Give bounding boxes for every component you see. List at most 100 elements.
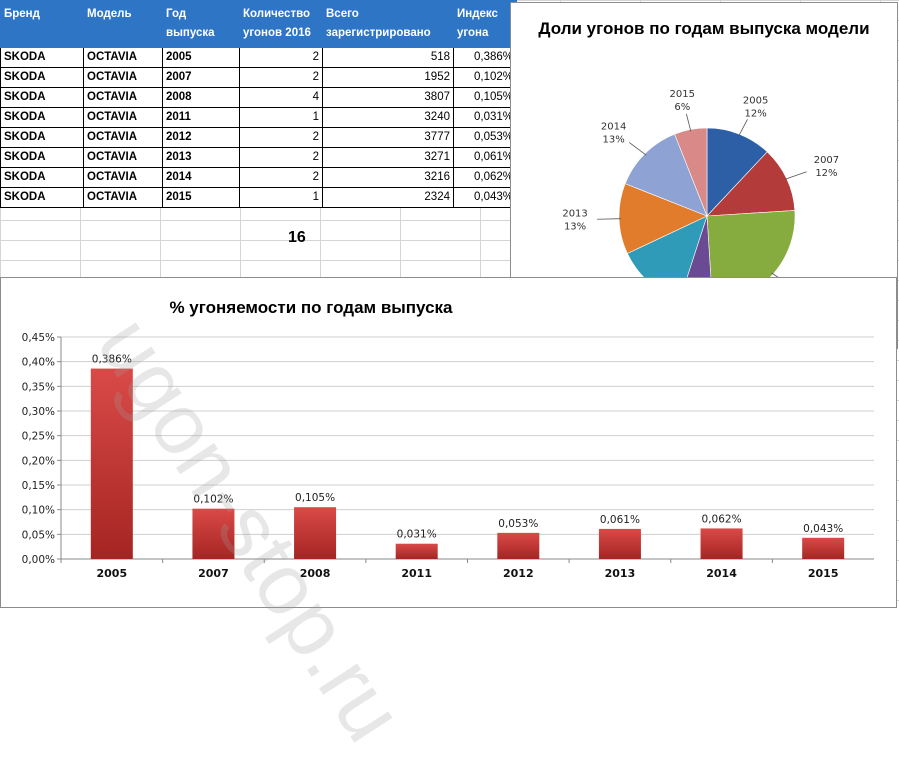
cell-model[interactable]: OCTAVIA: [83, 187, 163, 208]
cell-registered[interactable]: 1952: [322, 67, 454, 88]
pie-leader-line: [597, 218, 622, 220]
cell-index[interactable]: 0,102%: [453, 67, 517, 88]
cell-index[interactable]: 0,062%: [453, 167, 517, 188]
cell-registered[interactable]: 3216: [322, 167, 454, 188]
y-tick-label: 0,25%: [22, 431, 55, 443]
bar-2011[interactable]: [395, 543, 438, 559]
bar-data-label: 0,061%: [600, 514, 640, 526]
cell-index[interactable]: 0,105%: [453, 87, 517, 108]
bar-chart[interactable]: % угоняемости по годам выпуска 0,00% 0,05…: [0, 277, 897, 608]
cell-registered[interactable]: 2324: [322, 187, 454, 208]
y-tick-label: 0,45%: [22, 332, 55, 344]
header-year[interactable]: Год выпуска: [162, 0, 240, 48]
cell-thefts[interactable]: 2: [239, 47, 323, 68]
cell-brand[interactable]: SKODA: [0, 167, 84, 188]
cell-registered[interactable]: 3807: [322, 87, 454, 108]
x-tick-label: 2011: [401, 567, 432, 580]
cell-year[interactable]: 2014: [162, 167, 240, 188]
cell-year[interactable]: 2015: [162, 187, 240, 208]
pie-leader-line: [784, 171, 807, 180]
x-tick-label: 2013: [605, 567, 636, 580]
header-brand[interactable]: Бренд: [0, 0, 84, 48]
y-tick-label: 0,15%: [22, 480, 55, 492]
cell-thefts[interactable]: 2: [239, 127, 323, 148]
x-tick-label: 2015: [808, 567, 839, 580]
pie-label-percent: 12%: [744, 108, 766, 119]
bar-data-label: 0,043%: [803, 523, 843, 535]
cell-brand[interactable]: SKODA: [0, 147, 84, 168]
cell-thefts[interactable]: 1: [239, 187, 323, 208]
bar-2012[interactable]: [497, 532, 540, 559]
cell-year[interactable]: 2008: [162, 87, 240, 108]
cell-brand[interactable]: SKODA: [0, 67, 84, 88]
pie-chart[interactable]: Доли угонов по годам выпуска модели 2005…: [510, 2, 898, 349]
bar-2008[interactable]: [294, 507, 337, 559]
bar-2007[interactable]: [192, 508, 235, 559]
cell-thefts[interactable]: 2: [239, 67, 323, 88]
pie-label-year: 2014: [601, 122, 626, 133]
cell-year[interactable]: 2011: [162, 107, 240, 128]
cell-index[interactable]: 0,031%: [453, 107, 517, 128]
cell-year[interactable]: 2013: [162, 147, 240, 168]
cell-brand[interactable]: SKODA: [0, 187, 84, 208]
cell-thefts[interactable]: 4: [239, 87, 323, 108]
header-index[interactable]: Индекс угона: [453, 0, 517, 48]
cell-thefts[interactable]: 2: [239, 167, 323, 188]
cell-year[interactable]: 2005: [162, 47, 240, 68]
cell-model[interactable]: OCTAVIA: [83, 67, 163, 88]
bar-2015[interactable]: [802, 537, 845, 559]
bar-data-label: 0,386%: [92, 354, 132, 366]
table-row: SKODA OCTAVIA 2014 2 3216 0,062%: [0, 167, 517, 188]
cell-brand[interactable]: SKODA: [0, 127, 84, 148]
cell-brand[interactable]: SKODA: [0, 87, 84, 108]
bar-data-label: 0,053%: [498, 518, 538, 530]
y-tick-label: 0,10%: [22, 505, 55, 517]
total-thefts[interactable]: 16: [288, 229, 306, 246]
y-tick-label: 0,40%: [22, 357, 55, 369]
data-table: Бренд Модель Год выпуска Количество угон…: [0, 0, 517, 208]
table-header-row: Бренд Модель Год выпуска Количество угон…: [0, 0, 517, 48]
cell-registered[interactable]: 3777: [322, 127, 454, 148]
cell-registered[interactable]: 3240: [322, 107, 454, 128]
bar-2005[interactable]: [90, 368, 133, 559]
pie-leader-line: [628, 142, 647, 156]
pie-leader-line: [738, 119, 748, 137]
pie-label-percent: 13%: [603, 135, 625, 146]
header-registered[interactable]: Всего зарегистрировано: [322, 0, 454, 48]
cell-model[interactable]: OCTAVIA: [83, 47, 163, 68]
header-model[interactable]: Модель: [83, 0, 163, 48]
cell-index[interactable]: 0,053%: [453, 127, 517, 148]
pie-label-year: 2005: [743, 95, 768, 106]
cell-thefts[interactable]: 1: [239, 107, 323, 128]
cell-model[interactable]: OCTAVIA: [83, 87, 163, 108]
cell-brand[interactable]: SKODA: [0, 47, 84, 68]
x-tick-label: 2014: [706, 567, 737, 580]
table-row: SKODA OCTAVIA 2012 2 3777 0,053%: [0, 127, 517, 148]
pie-chart-title: Доли угонов по годам выпуска модели: [538, 19, 870, 38]
cell-brand[interactable]: SKODA: [0, 107, 84, 128]
table-row: SKODA OCTAVIA 2008 4 3807 0,105%: [0, 87, 517, 108]
cell-model[interactable]: OCTAVIA: [83, 107, 163, 128]
cell-model[interactable]: OCTAVIA: [83, 127, 163, 148]
bar-data-label: 0,102%: [193, 494, 233, 506]
cell-registered[interactable]: 518: [322, 47, 454, 68]
cell-index[interactable]: 0,061%: [453, 147, 517, 168]
y-tick-label: 0,00%: [22, 554, 55, 566]
header-thefts[interactable]: Количество угонов 2016: [239, 0, 323, 48]
cell-index[interactable]: 0,043%: [453, 187, 517, 208]
bar-chart-svg: 0,00% 0,05% 0,10% 0,15% 0,20% 0,25% 0,30% 0,35%…: [22, 332, 874, 580]
cell-year[interactable]: 2007: [162, 67, 240, 88]
bar-2013[interactable]: [598, 528, 641, 559]
cell-model[interactable]: OCTAVIA: [83, 167, 163, 188]
table-row: SKODA OCTAVIA 2013 2 3271 0,061%: [0, 147, 517, 168]
pie-label-year: 2015: [670, 89, 695, 100]
x-tick-label: 2012: [503, 567, 534, 580]
cell-model[interactable]: OCTAVIA: [83, 147, 163, 168]
cell-index[interactable]: 0,386%: [453, 47, 517, 68]
bar-2014[interactable]: [700, 528, 743, 559]
x-tick-label: 2008: [300, 567, 331, 580]
cell-year[interactable]: 2012: [162, 127, 240, 148]
bar-data-label: 0,031%: [397, 529, 437, 541]
cell-thefts[interactable]: 2: [239, 147, 323, 168]
cell-registered[interactable]: 3271: [322, 147, 454, 168]
